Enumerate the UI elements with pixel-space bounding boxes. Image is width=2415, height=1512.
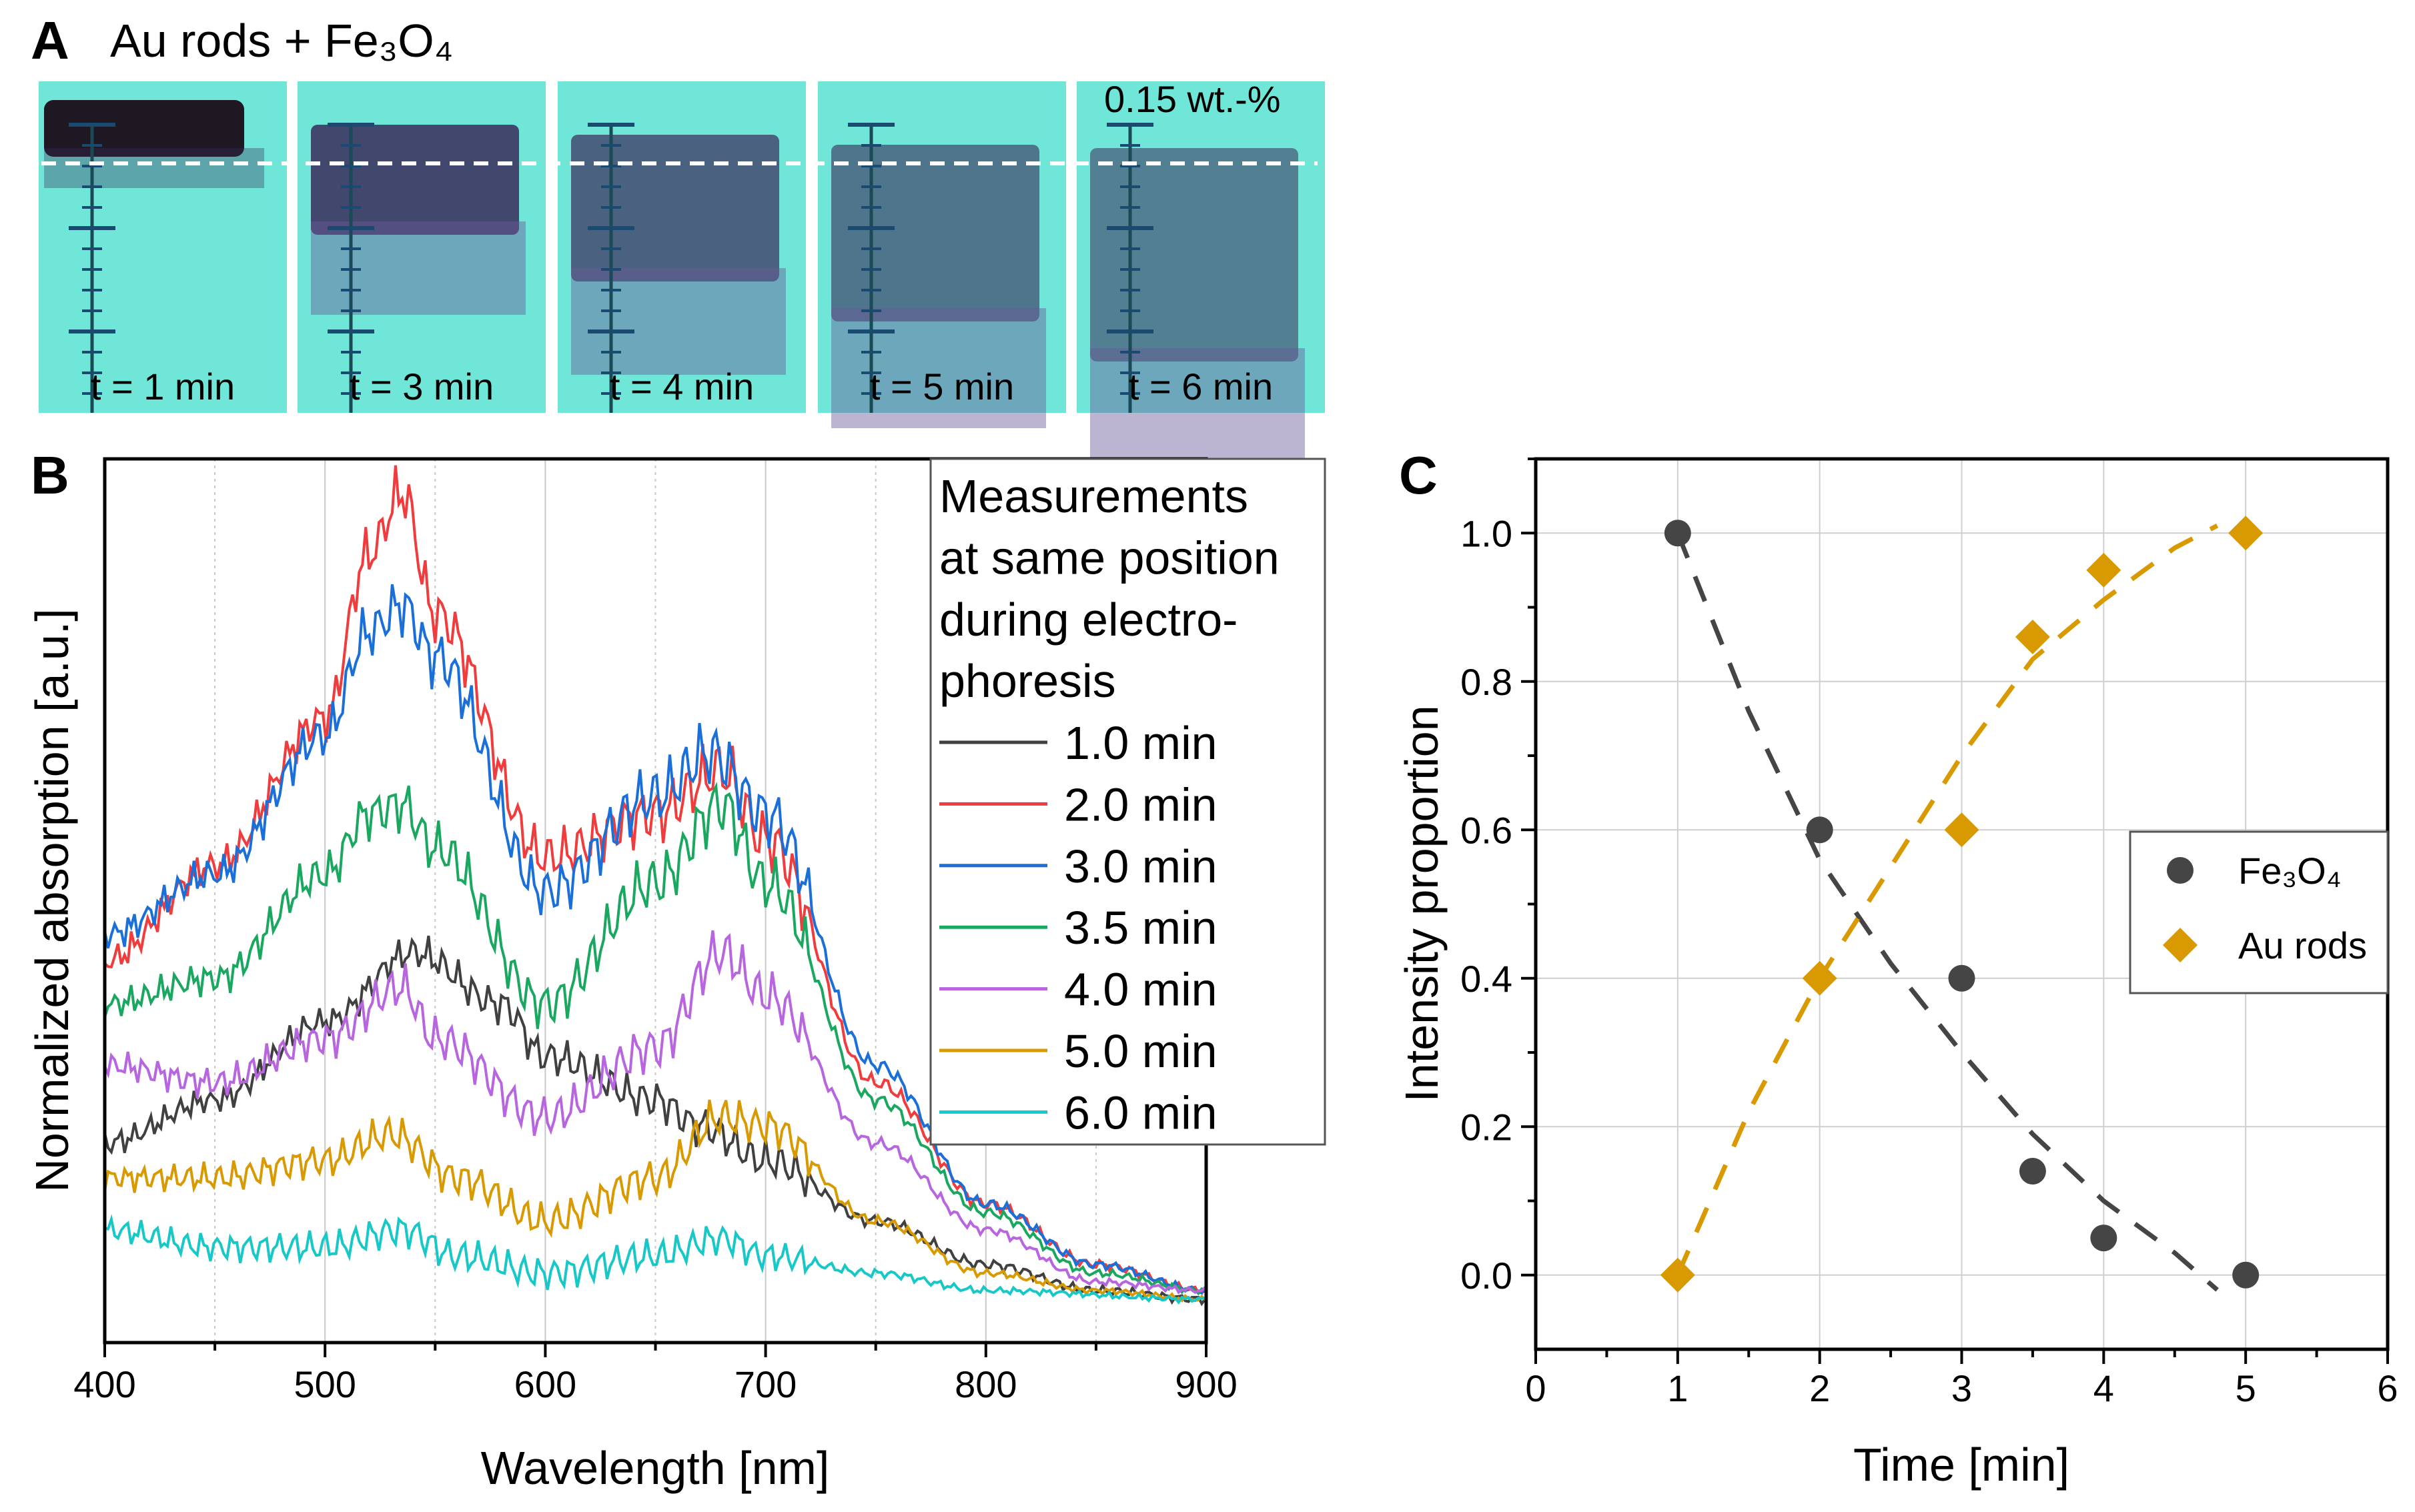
frame-time-label: t = 4 min	[610, 365, 754, 408]
x-tick-label: 0	[1525, 1367, 1546, 1409]
data-point-circle	[1948, 964, 1975, 992]
legend-marker-diamond	[2163, 928, 2198, 962]
data-point-circle	[1664, 520, 1691, 547]
b-y-axis-label: Normalized absorption [a.u.]	[26, 608, 78, 1192]
legend-entry-label: 2.0 min	[1064, 778, 1218, 830]
x-tick-label: 1	[1667, 1367, 1688, 1409]
series-line-3-5-min	[103, 782, 1206, 1296]
fit-curve	[1675, 524, 2219, 1277]
legend-entry-label: Au rods	[2238, 924, 2367, 966]
photo-frame: t = 4 min	[558, 81, 806, 413]
sample-band	[311, 125, 519, 235]
data-point-diamond	[2015, 620, 2050, 654]
data-point-diamond	[1944, 812, 1979, 848]
data-point-circle	[1806, 816, 1833, 844]
panel-a-title: Au rods + Fe₃O₄	[110, 15, 453, 67]
legend-box	[929, 458, 1326, 1146]
legend-entry-label: Fe₃O₄	[2238, 850, 2342, 892]
x-tick-label: 3	[1951, 1367, 1972, 1409]
x-tick-label: 700	[735, 1363, 797, 1405]
series-line-4-0-min	[103, 930, 1206, 1295]
photo-frame: t = 5 min	[818, 81, 1066, 428]
photo-frame: t = 6 min	[1077, 81, 1325, 482]
c-x-axis-label: Time [min]	[1853, 1439, 2069, 1491]
legend-title-line: at same position	[939, 532, 1280, 584]
sample-band	[1090, 148, 1298, 361]
x-tick-label: 600	[514, 1363, 576, 1405]
c-y-axis-label: Intensity proportion	[1396, 705, 1448, 1102]
panel-label-a: A	[31, 11, 69, 70]
series-line-2-0-min	[103, 465, 1205, 1295]
panel-label-c: C	[1399, 446, 1438, 505]
x-tick-label: 800	[955, 1363, 1017, 1405]
sample-band	[831, 308, 1046, 428]
legend: Fe₃O₄ Au rods	[2129, 830, 2389, 994]
x-tick-label: 4	[2093, 1367, 2114, 1409]
legend-title-line: phoresis	[939, 655, 1116, 707]
legend-box	[2129, 830, 2389, 994]
frame-time-label: t = 1 min	[91, 365, 235, 408]
legend-entry-label: 6.0 min	[1064, 1086, 1218, 1139]
series-line-3-0-min	[103, 584, 1207, 1295]
series-line-1-0-min	[103, 935, 1206, 1307]
panel-label-b: B	[31, 446, 69, 505]
x-tick-label: 900	[1175, 1363, 1237, 1405]
legend-title-line: during electro-	[939, 594, 1238, 646]
x-tick-label: 2	[1809, 1367, 1830, 1409]
legend-entry-label: 5.0 min	[1064, 1025, 1218, 1077]
sample-band	[44, 100, 244, 157]
data-point-diamond	[1802, 960, 1837, 996]
x-tick-label: 6	[2377, 1367, 2398, 1409]
y-tick-label: 0.0	[1460, 1255, 1512, 1297]
legend-entry-label: 3.0 min	[1064, 840, 1218, 892]
data-point-diamond	[1660, 1257, 1695, 1293]
y-tick-label: 0.8	[1460, 661, 1512, 703]
y-tick-label: 0.4	[1460, 958, 1512, 1000]
sample-band	[44, 148, 264, 188]
fit-curve	[1675, 532, 2219, 1292]
sample-band	[571, 135, 779, 281]
frame-time-label: t = 6 min	[1129, 365, 1273, 408]
legend-entry-label: 1.0 min	[1064, 717, 1218, 769]
series-line-6-0-min	[104, 1214, 1205, 1305]
data-point-diamond	[2228, 516, 2264, 551]
y-tick-label: 0.2	[1460, 1106, 1512, 1148]
data-point-circle	[2232, 1261, 2260, 1289]
concentration-label: 0.15 wt.-%	[1104, 78, 1281, 120]
absorption-chart: 400 500 600 700 800 900 Measurements at same po…	[73, 457, 1326, 1405]
data-point-circle	[2090, 1225, 2117, 1252]
y-tick-label: 0.6	[1460, 809, 1512, 851]
intensity-chart: 0 1 2 3 4 5 6 0.0 0.2 0.4 0.6 0.8 1.0 Fe₃O₄ Au rods	[1460, 457, 2398, 1409]
b-x-axis-label: Wavelength [nm]	[481, 1442, 830, 1494]
legend-marker-circle	[2167, 857, 2194, 884]
x-tick-label: 5	[2236, 1367, 2256, 1409]
photo-frame: t = 3 min	[298, 81, 546, 413]
data-point-circle	[2019, 1158, 2046, 1185]
data-point-diamond	[2086, 552, 2121, 588]
sample-band	[831, 145, 1039, 321]
frame-time-label: t = 3 min	[350, 365, 494, 408]
legend-entry-label: 4.0 min	[1064, 964, 1218, 1016]
series-line-5-0-min	[103, 1099, 1206, 1303]
legend: Measurements at same position during elect…	[929, 458, 1326, 1146]
photo-strip: t = 1 min t = 3 min t = 4 min t = 5 min t = …	[39, 81, 1325, 482]
x-tick-label: 500	[294, 1363, 356, 1405]
legend-entry-label: 3.5 min	[1064, 902, 1218, 954]
y-tick-label: 1.0	[1460, 512, 1512, 554]
x-tick-label: 400	[73, 1363, 135, 1405]
sample-band	[571, 268, 786, 375]
photo-frame: t = 1 min	[39, 81, 287, 413]
legend-title-line: Measurements	[939, 470, 1248, 522]
frame-time-label: t = 5 min	[870, 365, 1014, 408]
